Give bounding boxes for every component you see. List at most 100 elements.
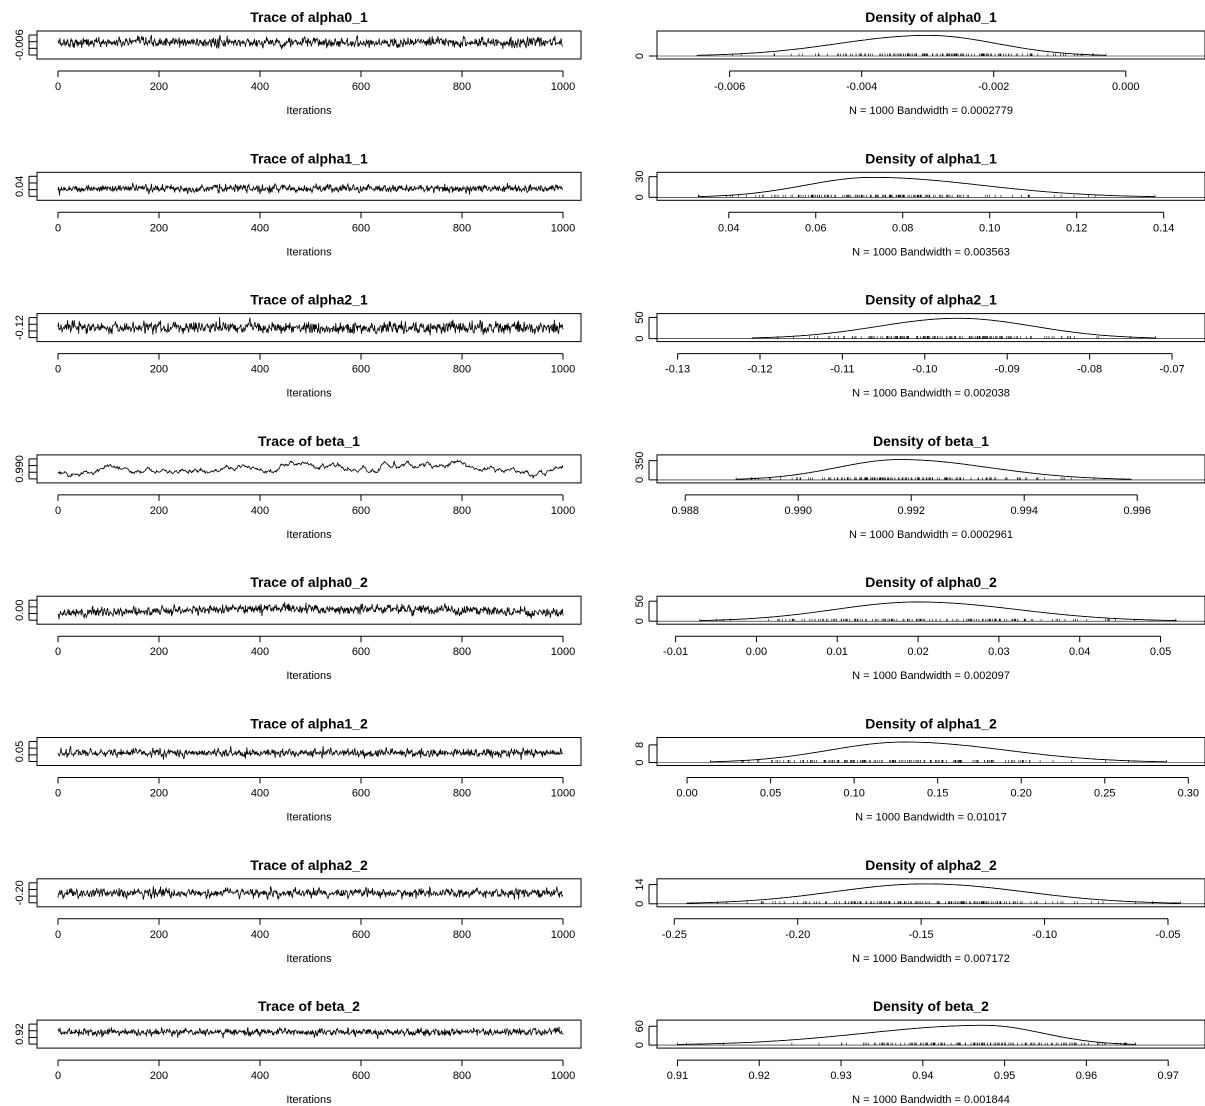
x-tick-label: -0.11 [830,364,854,376]
panel-title: Trace of alpha0_2 [250,574,368,590]
y-tick-label: 30 [634,171,646,183]
trace-line [57,182,564,196]
y-tick-label: -0.20 [14,880,26,905]
density-curve [710,741,1167,763]
plot-frame [36,737,582,766]
x-tick-label: 800 [453,929,471,941]
panel-title: Trace of alpha2_1 [250,292,368,308]
y-tick-label: 0.04 [14,176,26,197]
plot-frame [656,595,1205,625]
y-tick-label: 350 [634,451,646,469]
trace-line [57,602,564,620]
x-tick-label: 0.10 [979,222,1000,234]
x-tick-label: 600 [352,1070,370,1082]
panel-title: Density of alpha1_1 [865,150,997,166]
x-tick-label: 0.97 [1157,1070,1178,1082]
x-axis-label: N = 1000 Bandwidth = 0.002097 [852,670,1010,682]
y-tick-label: 0.990 [14,455,26,483]
x-tick-label: 0.02 [907,646,928,658]
x-tick-label: 0 [55,81,61,93]
rug-marks [710,760,1167,763]
x-tick-label: 200 [150,364,168,376]
x-tick-label: 400 [251,81,269,93]
x-tick-label: 1000 [551,222,575,234]
x-tick-label: 0.96 [1076,1070,1097,1082]
x-tick-label: 600 [352,646,370,658]
trace-line [57,885,564,900]
x-axis-label: Iterations [286,670,332,682]
x-tick-label: 800 [453,81,471,93]
x-tick-label: 1000 [551,929,575,941]
rug-marks [732,53,1107,56]
density-of-alpha0-1-panel: Density of alpha0_1 -0.006 -0.004 -0.002 0.0… [634,9,1205,117]
x-tick-label: 0.94 [912,1070,933,1082]
x-tick-label: 0.04 [1069,646,1090,658]
rug-marks [698,194,1156,198]
plot-frame [656,454,1205,484]
x-tick-label: 800 [453,222,471,234]
x-tick-label: 0 [55,364,61,376]
x-tick-label: 0.990 [784,505,812,517]
panel-title: Trace of alpha1_2 [250,716,368,732]
y-tick-label: 0.05 [14,741,26,762]
x-tick-label: 0.988 [671,505,699,517]
x-tick-label: 600 [352,222,370,234]
x-tick-label: 0.000 [1112,81,1140,93]
trace-of-beta-2-panel: Trace of beta_2 0 200 400 600 800 1000 Iteratio… [14,998,582,1106]
x-tick-label: 1000 [551,505,575,517]
x-tick-label: 800 [453,646,471,658]
density-of-alpha2-2-panel: Density of alpha2_2 -0.25 -0.20 -0.15 -0.10 -… [634,857,1205,965]
rug-marks [735,477,1095,480]
x-tick-label: 400 [251,1070,269,1082]
x-tick-label: 200 [150,222,168,234]
x-tick-label: -0.20 [785,929,810,941]
x-tick-label: -0.10 [912,364,937,376]
x-tick-label: 0.992 [897,505,925,517]
x-tick-label: -0.25 [662,929,687,941]
panel-title: Density of alpha2_2 [865,857,997,873]
density-curve [677,1024,1136,1045]
x-tick-label: -0.12 [747,364,772,376]
trace-of-alpha1-1-panel: Trace of alpha1_1 0 200 400 600 800 1000 Iterat… [14,150,582,258]
trace-line [57,1026,564,1040]
x-tick-label: 200 [150,646,168,658]
x-axis-label: N = 1000 Bandwidth = 0.001844 [852,1094,1010,1106]
x-tick-label: 600 [352,505,370,517]
x-tick-label: 0.05 [760,788,781,800]
x-axis-label: N = 1000 Bandwidth = 0.01017 [855,812,1007,824]
x-tick-label: 1000 [551,788,575,800]
x-tick-label: 0.92 [749,1070,770,1082]
density-of-alpha1-1-panel: Density of alpha1_1 0.04 0.06 0.08 0.10 0.12 0… [634,150,1205,258]
x-tick-label: 0.20 [1011,788,1032,800]
x-axis-label: Iterations [286,388,332,400]
x-axis-label: N = 1000 Bandwidth = 0.0002779 [849,105,1013,117]
panel-title: Trace of alpha0_1 [250,9,368,25]
x-axis-label: Iterations [286,105,332,117]
plot-frame [656,30,1205,60]
x-tick-label: 800 [453,505,471,517]
x-tick-label: -0.09 [995,364,1020,376]
plot-frame [36,1019,582,1049]
x-tick-label: 0 [55,788,61,800]
x-tick-label: 0.12 [1066,222,1087,234]
x-tick-label: 200 [150,505,168,517]
x-tick-label: 0.93 [830,1070,851,1082]
y-tick-label: 0 [634,194,646,200]
x-tick-label: 0.30 [1178,788,1199,800]
panel-title: Density of alpha1_2 [865,716,997,732]
trace-line [57,34,564,50]
trace-of-alpha2-2-panel: Trace of alpha2_2 0 200 400 600 800 1000 Iterat… [14,857,582,965]
x-tick-label: 0.15 [927,788,948,800]
x-axis-label: N = 1000 Bandwidth = 0.0002961 [849,529,1013,541]
density-curve [686,883,1181,904]
trace-of-beta-1-panel: Trace of beta_1 0 200 400 600 800 1000 Iteratio… [14,433,582,541]
panel-title: Trace of beta_2 [258,998,360,1014]
y-tick-label: 0.92 [14,1023,26,1044]
y-tick-label: 0 [634,477,646,483]
x-tick-label: -0.07 [1159,364,1184,376]
x-axis-label: Iterations [286,1094,332,1106]
rug-marks [777,336,1156,339]
x-tick-label: 200 [150,929,168,941]
trace-of-alpha0-2-panel: Trace of alpha0_2 0 200 400 600 800 1000 Iterat… [14,574,582,682]
